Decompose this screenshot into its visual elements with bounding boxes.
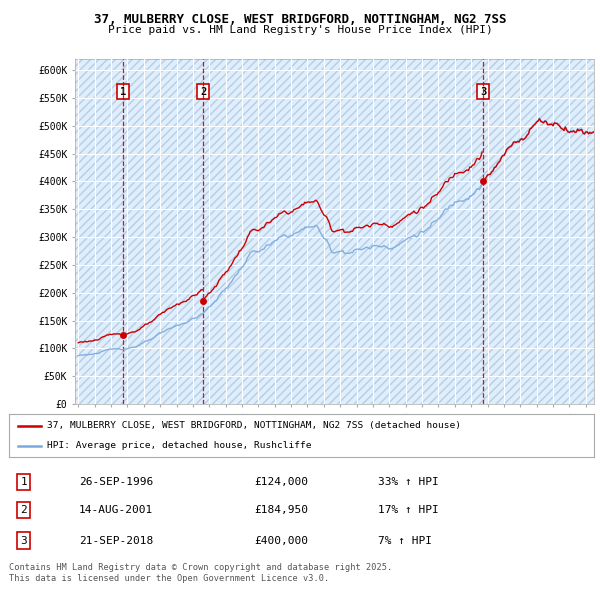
Text: 17% ↑ HPI: 17% ↑ HPI <box>377 506 438 515</box>
Text: 21-SEP-2018: 21-SEP-2018 <box>79 536 154 546</box>
Text: 1: 1 <box>20 477 27 487</box>
Text: 26-SEP-1996: 26-SEP-1996 <box>79 477 154 487</box>
Text: 7% ↑ HPI: 7% ↑ HPI <box>377 536 431 546</box>
Text: £184,950: £184,950 <box>254 506 309 515</box>
Text: 37, MULBERRY CLOSE, WEST BRIDGFORD, NOTTINGHAM, NG2 7SS (detached house): 37, MULBERRY CLOSE, WEST BRIDGFORD, NOTT… <box>47 421 461 430</box>
Text: 3: 3 <box>20 536 27 546</box>
Text: 37, MULBERRY CLOSE, WEST BRIDGFORD, NOTTINGHAM, NG2 7SS: 37, MULBERRY CLOSE, WEST BRIDGFORD, NOTT… <box>94 13 506 26</box>
Text: £124,000: £124,000 <box>254 477 309 487</box>
Text: Contains HM Land Registry data © Crown copyright and database right 2025.
This d: Contains HM Land Registry data © Crown c… <box>9 563 392 583</box>
Text: 14-AUG-2001: 14-AUG-2001 <box>79 506 154 515</box>
Text: 33% ↑ HPI: 33% ↑ HPI <box>377 477 438 487</box>
Text: 2: 2 <box>200 87 206 97</box>
Text: 3: 3 <box>480 87 486 97</box>
Text: £400,000: £400,000 <box>254 536 309 546</box>
Text: HPI: Average price, detached house, Rushcliffe: HPI: Average price, detached house, Rush… <box>47 441 311 450</box>
Text: Price paid vs. HM Land Registry's House Price Index (HPI): Price paid vs. HM Land Registry's House … <box>107 25 493 35</box>
Text: 1: 1 <box>120 87 126 97</box>
Text: 2: 2 <box>20 506 27 515</box>
